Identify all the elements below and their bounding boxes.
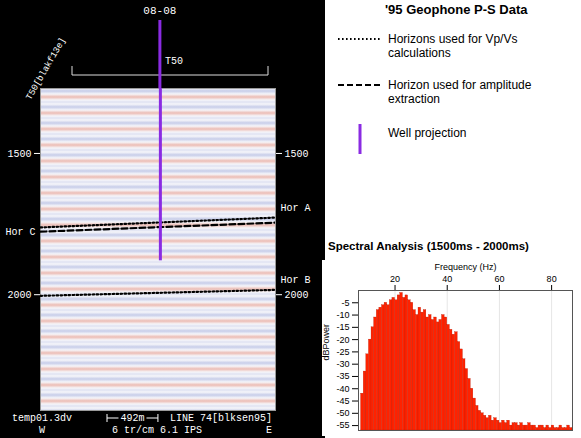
svg-text:-30: -30 (336, 359, 349, 369)
svg-text:492m: 492m (120, 413, 144, 424)
svg-text:60: 60 (494, 274, 504, 284)
svg-text:20: 20 (390, 274, 400, 284)
html-text:'95 Geophone P-S Data: '95 Geophone P-S Data (385, 2, 528, 17)
svg-text:-45: -45 (336, 396, 349, 406)
svg-text:-20: -20 (336, 335, 349, 345)
svg-text:-50: -50 (336, 408, 349, 418)
svg-text:Frequency (Hz): Frequency (Hz) (434, 262, 496, 272)
svg-text:-40: -40 (336, 384, 349, 394)
html-text:Well projection: Well projection (388, 126, 467, 140)
svg-text:T50: T50 (165, 56, 183, 67)
svg-text:1500: 1500 (7, 149, 31, 160)
svg-text:dBPower: dBPower (322, 324, 331, 361)
svg-text:2000: 2000 (285, 290, 309, 301)
html-text:Spectral Analysis (1500ms - 20: Spectral Analysis (1500ms - 2000ms) (328, 240, 529, 252)
svg-text:LINE 74[blksen95]: LINE 74[blksen95] (170, 413, 272, 424)
html-text:Horizon used for amplitude ext: Horizon used for amplitude extraction (388, 78, 532, 106)
html-text:Horizons used for Vp/Vs calcul: Horizons used for Vp/Vs calculations (388, 32, 518, 60)
svg-text:T50[blakf13e]: T50[blakf13e] (24, 36, 68, 102)
svg-text:-5: -5 (341, 298, 349, 308)
svg-text:-35: -35 (336, 371, 349, 381)
svg-text:-25: -25 (336, 347, 349, 357)
svg-text:6 tr/cm 6.1 IPS: 6 tr/cm 6.1 IPS (112, 425, 202, 436)
svg-text:Hor B: Hor B (281, 275, 311, 286)
svg-text:temp01.3dv: temp01.3dv (12, 413, 72, 424)
svg-text:08-08: 08-08 (143, 5, 176, 17)
svg-text:-10: -10 (336, 310, 349, 320)
svg-text:40: 40 (442, 274, 452, 284)
svg-text:2000: 2000 (7, 290, 31, 301)
svg-text:E: E (266, 425, 272, 436)
svg-text:Hor A: Hor A (281, 203, 311, 214)
svg-text:1500: 1500 (285, 149, 309, 160)
svg-text:80: 80 (547, 274, 557, 284)
svg-text:-15: -15 (336, 322, 349, 332)
svg-text:-55: -55 (336, 420, 349, 430)
svg-text:Hor C: Hor C (5, 227, 35, 238)
svg-text:W: W (39, 425, 45, 436)
